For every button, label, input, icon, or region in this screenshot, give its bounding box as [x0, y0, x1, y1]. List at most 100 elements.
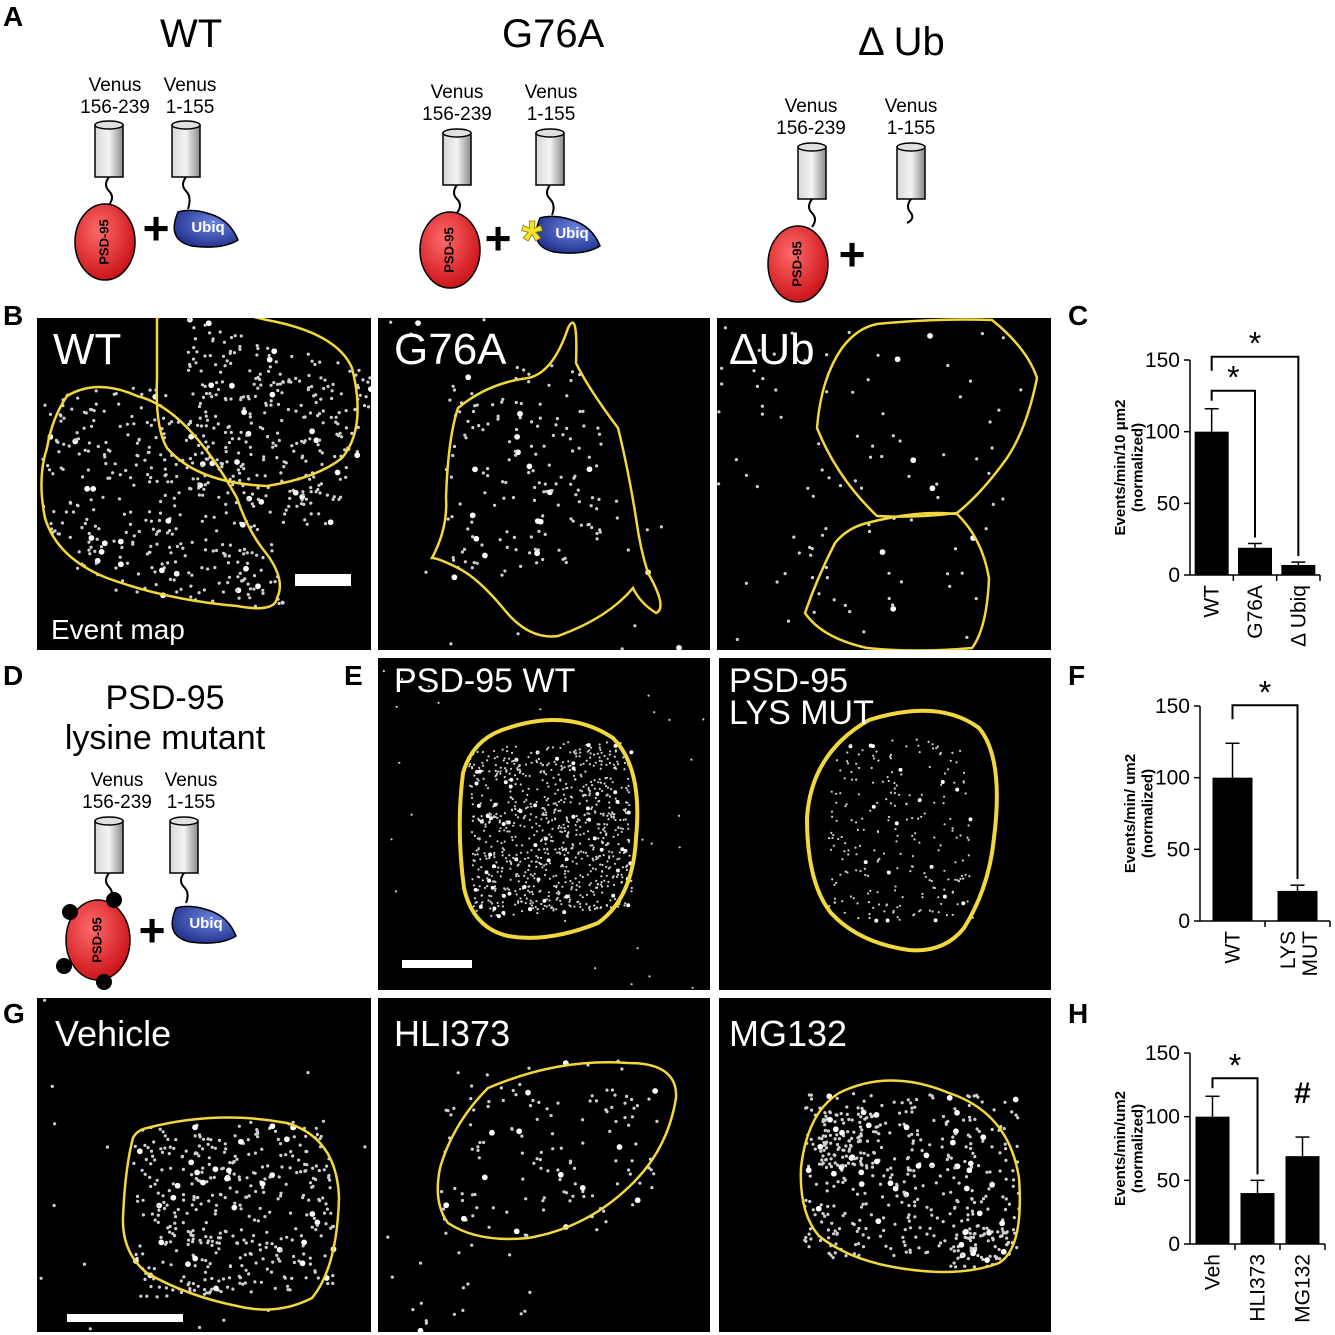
bar — [1281, 564, 1316, 575]
svg-text:Ubiq: Ubiq — [555, 225, 588, 242]
y-tick-label: 0 — [1168, 564, 1180, 587]
svg-text:PSD-95: PSD-95 — [441, 227, 456, 273]
venus-label-156-239: Venus 156-239 — [422, 82, 492, 125]
significance-bracket — [1211, 1077, 1259, 1175]
psd95-shape-icon — [74, 203, 136, 281]
significance-star: * — [1249, 326, 1261, 362]
annotation-mark: # — [1294, 1077, 1311, 1110]
venus-label-1-155: Venus 1-155 — [884, 96, 938, 139]
construct-diagram-g76a: PSD-95 Ubiq + * — [419, 128, 601, 289]
bar — [1212, 777, 1253, 921]
y-tick-label: 100 — [1145, 1106, 1180, 1129]
y-tick-label: 0 — [1178, 910, 1190, 933]
y-tick-label: 150 — [1145, 349, 1180, 372]
image-label: Vehicle — [55, 1013, 172, 1054]
svg-text:+: + — [143, 202, 170, 254]
scale-bar — [295, 574, 351, 586]
venus-label-156-239: Venus 156-239 — [82, 770, 152, 813]
panel-label-d: D — [3, 660, 24, 691]
svg-text:+: + — [139, 904, 166, 956]
event-map-image-delta-ub: ΔUb — [717, 318, 1051, 650]
lysine-mutation-dot-icon — [106, 892, 122, 908]
y-tick-label: 100 — [1155, 767, 1190, 790]
x-tick-label: HLI373 — [1247, 1254, 1270, 1322]
svg-text:+: + — [839, 228, 866, 280]
y-tick-label: 150 — [1145, 1042, 1180, 1065]
lysine-mutation-dot-icon — [62, 904, 78, 920]
bar — [1238, 547, 1272, 575]
y-tick-label: 50 — [1167, 838, 1190, 861]
image-label: HLI373 — [394, 1013, 511, 1054]
psd95-shape-icon — [767, 225, 829, 303]
y-tick-label: 100 — [1145, 421, 1180, 444]
significance-bracket — [1210, 389, 1256, 538]
venus-label-156-239: Venus 156-239 — [776, 96, 846, 139]
y-tick-label: 50 — [1157, 1169, 1180, 1192]
x-tick-label: G76A — [1244, 585, 1267, 639]
lysine-mutation-dot-icon — [96, 974, 112, 990]
cell-outline — [804, 708, 999, 953]
scale-bar — [67, 1314, 183, 1322]
y-tick-label: 0 — [1168, 1233, 1180, 1256]
panel-label-h: H — [1068, 998, 1089, 1029]
panel-label-e: E — [344, 660, 363, 691]
bar — [1194, 431, 1229, 575]
cell-outline — [799, 1079, 1022, 1274]
event-map-image-wt: WT Event map — [37, 318, 371, 650]
ubiquitin-shape-icon — [535, 215, 601, 254]
svg-text:Ubiq: Ubiq — [191, 219, 224, 236]
image-label: PSD-95 WT — [394, 662, 576, 700]
significance-bracket — [1231, 704, 1299, 880]
panel-label-g: G — [3, 998, 25, 1029]
x-tick-label: Veh — [1202, 1254, 1225, 1290]
scale-bar — [402, 960, 472, 968]
construct-title-line2: lysine mutant — [64, 719, 266, 757]
y-axis-label: Events/min/10 μm2(normalized) — [1112, 400, 1146, 536]
x-tick-label: LYSMUT — [1277, 931, 1322, 977]
image-label: ΔUb — [729, 325, 815, 374]
y-axis-label: Events/min/um2(normalized) — [1112, 1091, 1146, 1206]
svg-text:PSD-95: PSD-95 — [96, 219, 111, 265]
cell-outline — [429, 321, 662, 638]
event-map-image-hli373: HLI373 — [378, 998, 710, 1332]
panel-label-a: A — [3, 1, 24, 32]
significance-star: * — [1259, 674, 1271, 710]
cell-outline — [436, 1061, 678, 1241]
event-map-image-vehicle: Vehicle — [37, 998, 371, 1332]
event-map-image-psd95-wt: PSD-95 WT — [378, 658, 710, 990]
panel-label-c: C — [1068, 300, 1089, 331]
y-tick-label: 50 — [1157, 492, 1180, 515]
cell-outline — [457, 718, 640, 940]
x-tick-label: WT — [1222, 931, 1245, 964]
cell-outline — [121, 1116, 341, 1311]
svg-text:+: + — [485, 212, 512, 264]
bar — [1277, 890, 1318, 921]
cell-outline — [40, 385, 282, 610]
event-map-image-psd95-lys-mut: PSD-95 LYS MUT — [719, 658, 1051, 990]
ubiquitin-shape-icon — [171, 905, 237, 944]
image-label-line2: LYS MUT — [729, 694, 874, 732]
cylinder-icon — [169, 816, 199, 874]
svg-text:PSD-95: PSD-95 — [89, 917, 104, 963]
venus-label-1-155: Venus 1-155 — [524, 82, 578, 125]
image-label: MG132 — [729, 1013, 848, 1054]
image-sublabel: Event map — [51, 614, 185, 645]
significance-star: * — [1227, 360, 1239, 396]
x-tick-label: MG132 — [1292, 1254, 1315, 1323]
construct-title-delta-ub: Δ Ub — [858, 20, 945, 64]
venus-label-1-155: Venus 1-155 — [163, 75, 217, 118]
y-axis-label: Events/min/ um2(normalized) — [1122, 754, 1156, 873]
image-label: WT — [53, 325, 122, 374]
construct-title-line1: PSD-95 — [105, 679, 225, 717]
event-map-image-g76a: G76A — [378, 318, 710, 650]
significance-star: * — [1229, 1047, 1241, 1083]
venus-label-156-239: Venus 156-239 — [80, 75, 150, 118]
construct-title-g76a: G76A — [502, 12, 605, 56]
cylinder-icon — [171, 120, 201, 178]
panel-label-b: B — [3, 300, 24, 331]
mutation-star-icon: * — [521, 210, 542, 270]
x-tick-label: WT — [1201, 585, 1224, 618]
